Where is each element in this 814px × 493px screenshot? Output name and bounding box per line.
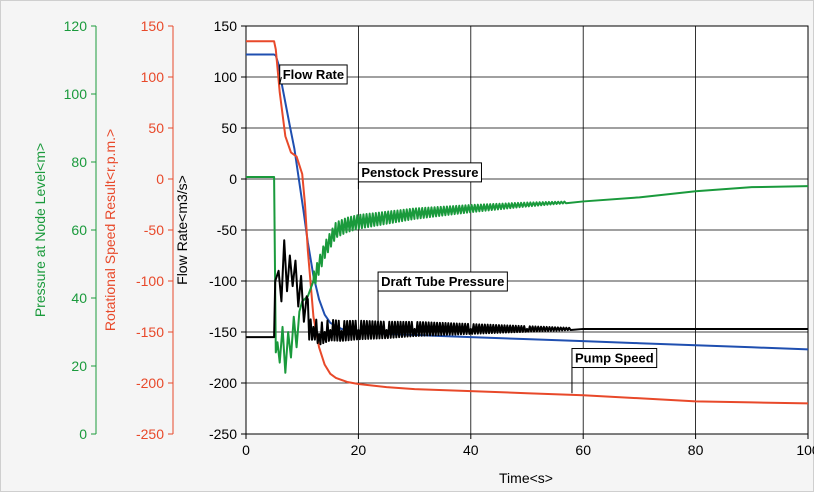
pressure-tick-label: 0 [79, 426, 87, 442]
pressure-tick-label: 100 [64, 86, 88, 102]
grid [246, 26, 808, 434]
pressure-tick-label: 80 [71, 154, 87, 170]
pressure-tick-label: 120 [64, 18, 88, 34]
annotation-box [571, 348, 658, 369]
speed-tick-label: 50 [148, 120, 164, 136]
x-tick-label: 100 [796, 442, 814, 458]
annotation-leader [279, 76, 282, 85]
speed-tick-label: 100 [141, 69, 165, 85]
pressure-tick-label: 60 [71, 222, 87, 238]
speed-tick-label: 150 [141, 18, 165, 34]
speed-tick-label: -250 [136, 426, 164, 442]
annotation-flow-rate: Flow Rate [279, 64, 348, 85]
pressure-axis-label: Pressure at Node Level<m> [32, 143, 48, 317]
speed-tick-label: -200 [136, 375, 164, 391]
flow-tick-label: 150 [214, 18, 238, 34]
pressure-tick-label: 40 [71, 290, 87, 306]
speed-axis-label: Rotational Speed Result<r.p.m.> [102, 129, 118, 331]
pressure-tick-label: 20 [71, 358, 87, 374]
x-axis-label: Time<s> [499, 470, 553, 486]
axes: 0 20 40 60 80 100 0 20 40 60 80 100 120 Pressure at N… [32, 18, 814, 458]
flow-tick-label: 0 [229, 171, 237, 187]
annotation-box [357, 162, 482, 183]
flow-tick-label: -250 [209, 426, 237, 442]
flow-tick-label: -100 [209, 273, 237, 289]
annotation-label: Draft Tube Pressure [381, 274, 504, 289]
annotation-label: Penstock Pressure [361, 165, 478, 180]
speed-tick-label: -100 [136, 273, 164, 289]
x-tick-label: 0 [242, 442, 250, 458]
x-tick-label: 20 [351, 442, 367, 458]
x-tick-label: 60 [575, 442, 591, 458]
annotation-draft-tube-pressure: Draft Tube Pressure [377, 271, 508, 332]
speed-tick-label: -50 [144, 222, 164, 238]
speed-tick-label: 0 [156, 171, 164, 187]
flow-tick-label: -200 [209, 375, 237, 391]
annotation-penstock-pressure: Penstock Pressure [357, 162, 482, 190]
series-flow-rate [246, 53, 809, 351]
flow-tick-label: 100 [214, 69, 238, 85]
x-tick-label: 40 [463, 442, 479, 458]
series-pump-speed [246, 40, 809, 405]
annotation-box [279, 64, 348, 85]
speed-tick-label: -150 [136, 324, 164, 340]
series-penstock-pressure [246, 175, 809, 374]
annotation-box [377, 271, 508, 292]
series [246, 40, 809, 405]
flow-tick-label: 50 [221, 120, 237, 136]
flow-tick-label: -50 [217, 222, 237, 238]
annotation-label: Flow Rate [283, 67, 344, 82]
annotation-label: Pump Speed [575, 351, 654, 366]
x-tick-label: 80 [688, 442, 704, 458]
annotation-pump-speed: Pump Speed [571, 348, 658, 394]
series-draft-tube-pressure [246, 239, 808, 346]
flow-axis-label: Flow Rate<m3/s> [174, 175, 190, 285]
flow-tick-label: -150 [209, 324, 237, 340]
annotations: Flow Rate Penstock Pressure Draft Tube Pre… [279, 64, 658, 394]
